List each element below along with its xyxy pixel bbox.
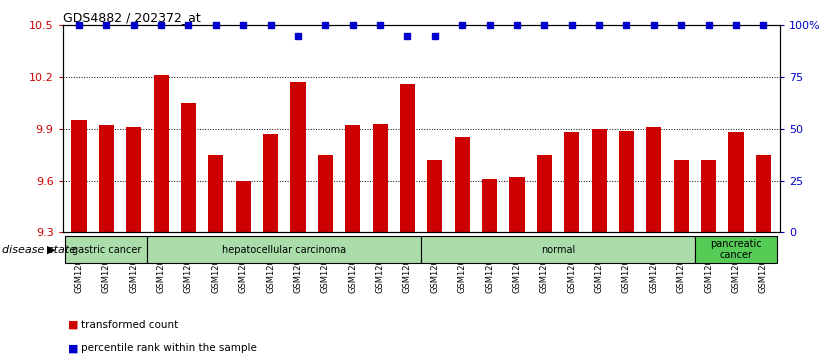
Bar (421, 236, 695, 263)
Bar (345, 125, 360, 232)
Text: ■: ■ (68, 343, 79, 354)
Bar (263, 134, 278, 232)
Text: transformed count: transformed count (81, 320, 178, 330)
Bar (290, 82, 305, 232)
Bar (728, 132, 744, 232)
Bar (236, 181, 251, 232)
Bar (65, 236, 148, 263)
Bar (318, 155, 333, 232)
Text: gastric cancer: gastric cancer (72, 245, 141, 254)
Bar (565, 132, 580, 232)
Bar (674, 160, 689, 232)
Bar (148, 236, 421, 263)
Bar (208, 155, 224, 232)
Bar (400, 84, 415, 232)
Bar (153, 76, 168, 232)
Bar (455, 138, 470, 232)
Bar (427, 160, 442, 232)
Text: percentile rank within the sample: percentile rank within the sample (81, 343, 257, 354)
Text: pancreatic
cancer: pancreatic cancer (711, 239, 761, 260)
Text: ■: ■ (68, 320, 79, 330)
Text: normal: normal (541, 245, 575, 254)
Bar (181, 103, 196, 232)
Bar (591, 129, 606, 232)
Bar (98, 125, 114, 232)
Text: hepatocellular carcinoma: hepatocellular carcinoma (222, 245, 346, 254)
Bar (646, 127, 661, 232)
Bar (482, 179, 497, 232)
Bar (619, 131, 634, 232)
Bar (701, 160, 716, 232)
Bar (72, 120, 87, 232)
Bar (756, 155, 771, 232)
Bar (510, 177, 525, 232)
Text: GDS4882 / 202372_at: GDS4882 / 202372_at (63, 11, 200, 24)
Bar (373, 124, 388, 232)
Bar (537, 155, 552, 232)
Text: disease state: disease state (2, 245, 76, 254)
Bar (126, 127, 141, 232)
Bar (695, 236, 777, 263)
Text: ▶: ▶ (48, 245, 56, 254)
